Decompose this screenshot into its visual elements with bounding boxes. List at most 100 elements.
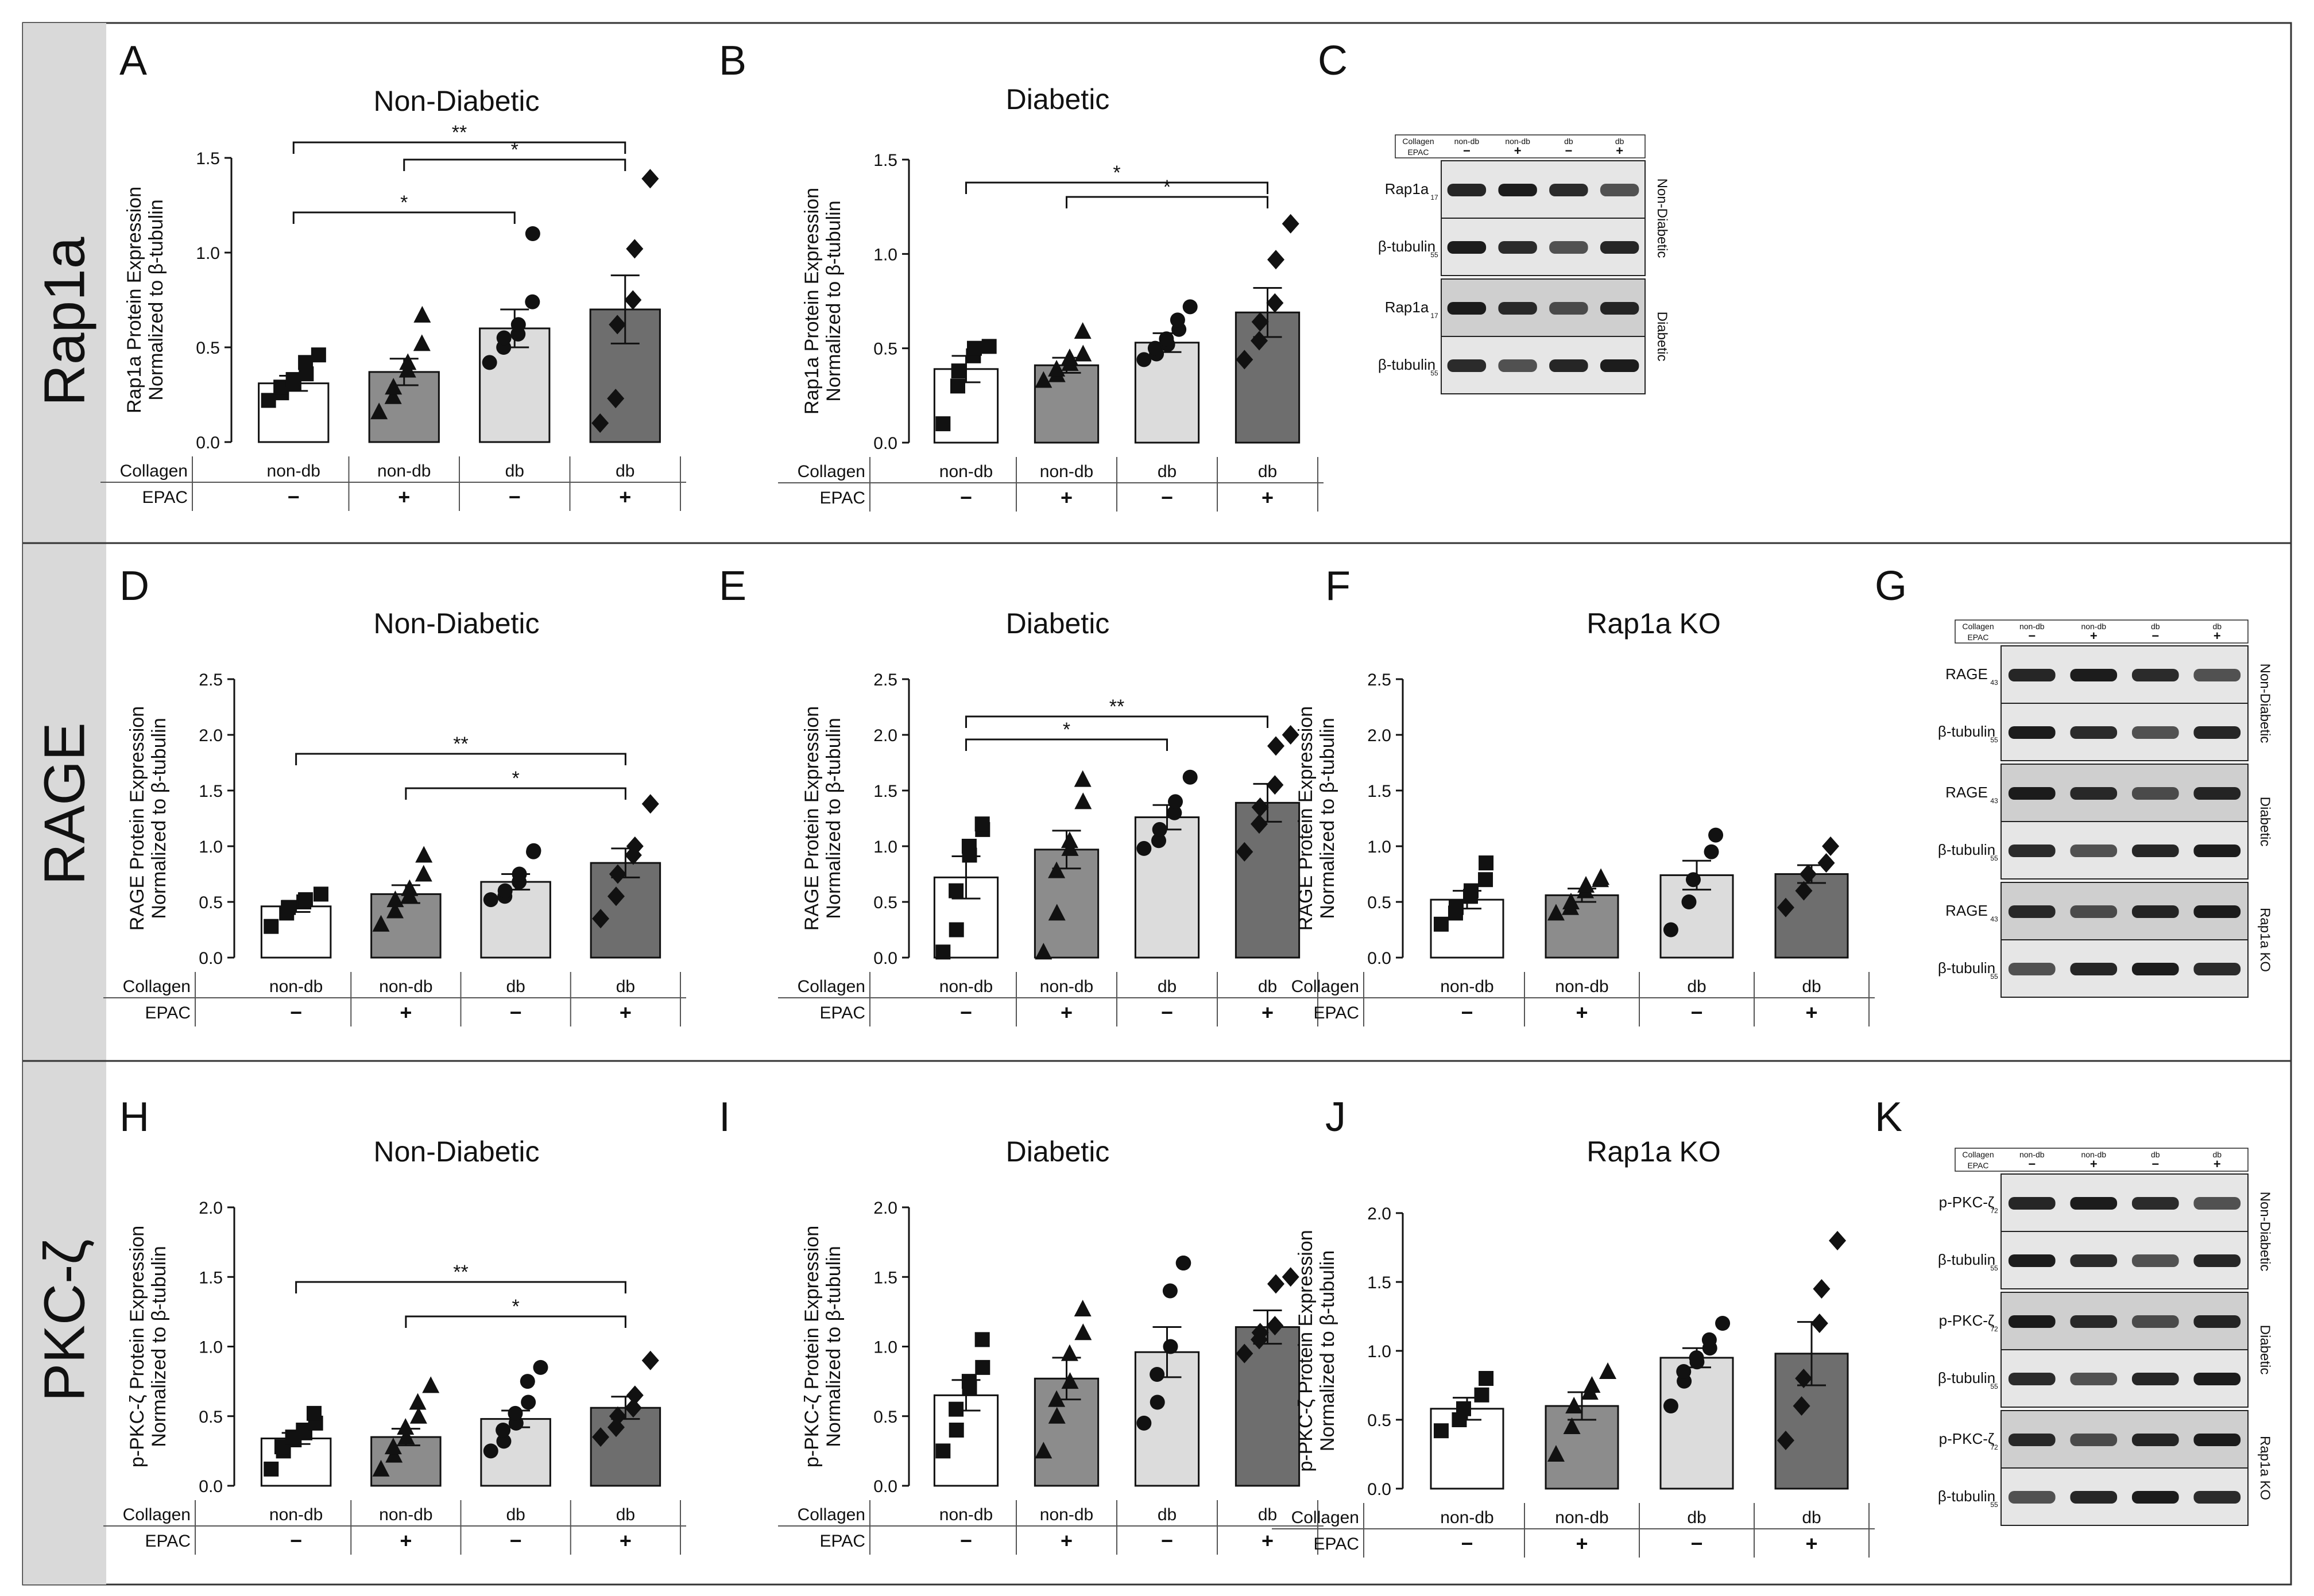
blot-band — [2193, 1491, 2241, 1504]
data-point — [975, 1359, 990, 1375]
significance-label: ** — [453, 1261, 468, 1283]
data-point — [521, 1394, 536, 1410]
data-point — [1592, 868, 1610, 885]
data-point — [1163, 1339, 1178, 1354]
y-tick-label: 2.5 — [1367, 671, 1391, 689]
blot-header — [1955, 619, 2249, 644]
data-point — [1136, 840, 1152, 856]
data-point — [482, 355, 497, 370]
blot-band-label: β-tubulin — [1938, 1369, 1995, 1386]
collagen-value: non-db — [1040, 977, 1093, 996]
blot-mw-marker: 55 — [1990, 1382, 1998, 1390]
row-label-pkc-zeta: PKC-ζ — [32, 1239, 96, 1401]
chart-panel-j: J Rap1a KO p-PKC-ζ Protein ExpressionNorma… — [1272, 1094, 1875, 1558]
collagen-value: db — [506, 977, 525, 996]
blot-band — [2070, 1197, 2118, 1210]
data-point — [1267, 736, 1285, 756]
collagen-value: non-db — [1040, 462, 1093, 481]
y-tick-label: 0.0 — [199, 1477, 223, 1496]
collagen-value: db — [616, 462, 634, 481]
data-point — [1266, 293, 1284, 313]
data-point — [384, 387, 402, 404]
epac-value: + — [400, 1529, 412, 1552]
data-point — [1663, 922, 1678, 938]
data-point — [385, 378, 403, 395]
collagen-value: non-db — [939, 462, 993, 481]
blot-epac-value: − — [2152, 629, 2159, 643]
collagen-row-label: Collagen — [123, 977, 191, 996]
data-point — [1795, 881, 1813, 901]
data-point — [372, 1459, 390, 1477]
panel-letter-k: K — [1875, 1094, 1902, 1140]
blot-band — [2193, 845, 2241, 857]
figure-frame — [22, 22, 2292, 1586]
data-point — [592, 909, 610, 929]
data-point — [1547, 904, 1565, 921]
blot-band — [2193, 726, 2241, 739]
blot-band — [2008, 845, 2056, 857]
data-point — [607, 389, 625, 409]
data-point — [1251, 1323, 1269, 1343]
data-point — [1704, 844, 1719, 859]
blot-mw-marker: 55 — [1430, 369, 1438, 377]
blot-band — [2131, 905, 2179, 918]
blot-band-label: Rap1a — [1385, 180, 1429, 197]
data-point — [967, 340, 982, 356]
collagen-row-label: Collagen — [123, 1505, 191, 1524]
y-axis-label-line: Normalized to β-tubulin — [823, 718, 845, 919]
collagen-value: non-db — [939, 1505, 993, 1524]
y-axis-label-line: Normalized to β-tubulin — [148, 1246, 170, 1447]
data-point — [1267, 1274, 1285, 1294]
y-tick-label: 1.0 — [199, 838, 223, 857]
panel-letter-d: D — [119, 563, 149, 609]
data-point — [1663, 1399, 1678, 1413]
blot-condition-label: Rap1a KO — [2257, 908, 2273, 972]
panel-letter-j: J — [1325, 1094, 1346, 1140]
data-point — [1676, 1364, 1692, 1379]
epac-value: + — [1805, 1532, 1817, 1555]
panel-letter-h: H — [119, 1094, 149, 1140]
blot-band — [2131, 1197, 2179, 1210]
data-point — [533, 1359, 548, 1375]
blot-epac-value: + — [2090, 1157, 2098, 1171]
epac-value: + — [620, 1529, 632, 1552]
epac-value: − — [510, 1001, 522, 1024]
data-point — [641, 169, 659, 189]
blot-band — [2008, 726, 2056, 739]
blot-mw-marker: 55 — [1990, 973, 1998, 981]
data-point — [1182, 769, 1198, 785]
row-label-strip — [23, 23, 106, 1585]
data-point — [1474, 1387, 1489, 1403]
y-tick-label: 1.0 — [1367, 838, 1391, 857]
bar — [1235, 801, 1301, 959]
data-point — [1577, 876, 1595, 893]
data-point — [397, 1428, 415, 1445]
collagen-value: db — [1158, 1505, 1177, 1524]
epac-value: − — [960, 486, 972, 509]
significance-bracket — [965, 181, 1268, 194]
data-point — [520, 1374, 535, 1389]
significance-label: * — [512, 1296, 520, 1318]
collagen-value: non-db — [377, 462, 431, 481]
blot-collagen-value: db — [2212, 1150, 2222, 1159]
chart-panel-f: F Rap1a KO RAGE Protein ExpressionNormaliz… — [1272, 563, 1875, 1026]
y-tick-label: 0.5 — [873, 340, 897, 359]
bar — [1545, 894, 1619, 959]
data-point — [496, 1434, 512, 1449]
y-axis-label-line: RAGE Protein Expression — [126, 706, 148, 931]
blot-band-label: β-tubulin — [1938, 1251, 1995, 1268]
blot-band — [2008, 669, 2056, 681]
epac-value: − — [1161, 1001, 1173, 1024]
significance-bracket — [1066, 196, 1268, 208]
blot-band — [1498, 302, 1537, 315]
data-point — [591, 413, 609, 433]
data-point — [974, 1332, 990, 1347]
collagen-row-label: Collagen — [1291, 1508, 1359, 1527]
data-point — [1048, 359, 1066, 377]
data-point — [1035, 1442, 1052, 1459]
blot-band — [2008, 1254, 2056, 1267]
y-axis-label-line: RAGE Protein Expression — [801, 706, 823, 931]
data-point — [935, 1443, 951, 1459]
data-point — [1035, 943, 1052, 960]
